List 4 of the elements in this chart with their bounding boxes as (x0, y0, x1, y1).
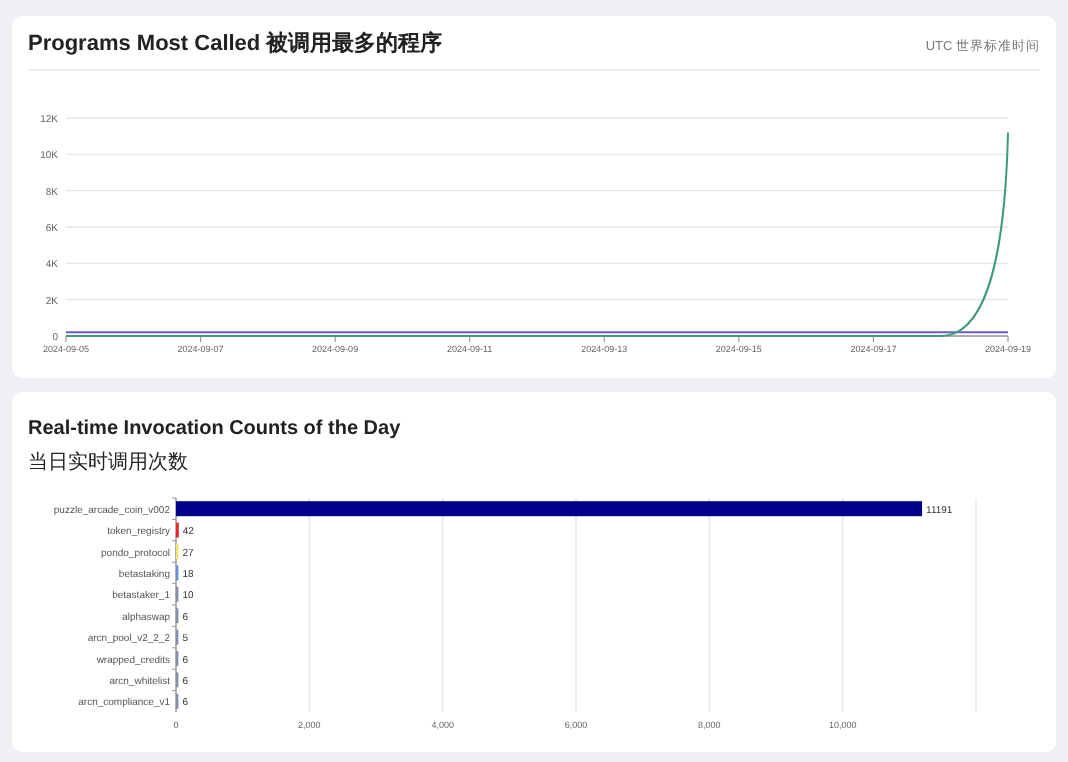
chart-title: Real-time Invocation Counts of the Day (28, 418, 402, 440)
chart-title: Programs Most Called 被调用最多的程序 (28, 30, 443, 56)
bar (176, 501, 923, 517)
chart-subtitle: 当日实时调用次数 (28, 450, 188, 474)
